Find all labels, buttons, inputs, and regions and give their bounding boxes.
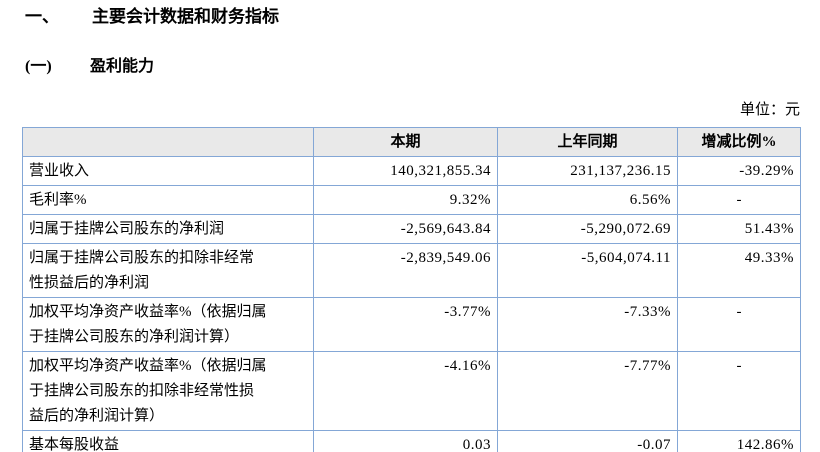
current-value: -3.77%	[313, 297, 498, 352]
change-value: -39.29%	[677, 156, 801, 186]
current-value: 9.32%	[313, 185, 498, 215]
row-label: 加权平均净资产收益率%（依据归属 于挂牌公司股东的扣除非经常性损 益后的净利润计…	[22, 351, 314, 431]
unit-label: 单位：元	[739, 102, 800, 118]
row-label: 毛利率%	[22, 185, 314, 215]
table-row-operating-revenue: 营业收入 140,321,855.34 231,137,236.15 -39.2…	[22, 156, 801, 186]
subsection-heading: (一) 盈利能力	[25, 56, 154, 78]
prior-value: -5,604,074.11	[497, 243, 678, 298]
table-header-row: 本期 上年同期 增减比例%	[22, 127, 801, 157]
row-label: 归属于挂牌公司股东的净利润	[22, 214, 314, 244]
row-label: 基本每股收益	[22, 430, 314, 452]
subsection-title: 盈利能力	[90, 58, 155, 75]
table-row-net-profit: 归属于挂牌公司股东的净利润 -2,569,643.84 -5,290,072.6…	[22, 214, 801, 244]
prior-value: -5,290,072.69	[497, 214, 678, 244]
header-prior-period: 上年同期	[497, 127, 678, 157]
prior-value: -7.77%	[497, 351, 678, 431]
prior-value: 6.56%	[497, 185, 678, 215]
prior-value: -0.07	[497, 430, 678, 452]
current-value: -2,569,643.84	[313, 214, 498, 244]
header-item	[22, 127, 314, 157]
subsection-number: (一)	[25, 58, 52, 75]
table-row-basic-eps: 基本每股收益 0.03 -0.07 142.86%	[22, 430, 801, 452]
prior-value: -7.33%	[497, 297, 678, 352]
current-value: 0.03	[313, 430, 498, 452]
row-label: 归属于挂牌公司股东的扣除非经常 性损益后的净利润	[22, 243, 314, 298]
table-row-net-profit-excl-nonrecurring: 归属于挂牌公司股东的扣除非经常 性损益后的净利润 -2,839,549.06 -…	[22, 243, 801, 298]
current-value: -2,839,549.06	[313, 243, 498, 298]
change-value: 51.43%	[677, 214, 801, 244]
financial-indicators-table: 本期 上年同期 增减比例% 营业收入 140,321,855.34 231,13…	[22, 127, 801, 452]
change-value: 142.86%	[677, 430, 801, 452]
change-value: -	[677, 297, 801, 352]
section-heading: 一、 主要会计数据和财务指标	[25, 6, 279, 28]
change-value: 49.33%	[677, 243, 801, 298]
current-value: -4.16%	[313, 351, 498, 431]
row-label: 加权平均净资产收益率%（依据归属 于挂牌公司股东的净利润计算）	[22, 297, 314, 352]
header-change-ratio: 增减比例%	[677, 127, 801, 157]
table-row-gross-margin: 毛利率% 9.32% 6.56% -	[22, 185, 801, 215]
table-row-weighted-avg-roe-excl-nonrecurring: 加权平均净资产收益率%（依据归属 于挂牌公司股东的扣除非经常性损 益后的净利润计…	[22, 351, 801, 431]
section-number: 一、	[25, 7, 59, 26]
prior-value: 231,137,236.15	[497, 156, 678, 186]
row-label: 营业收入	[22, 156, 314, 186]
header-current-period: 本期	[313, 127, 498, 157]
section-title: 主要会计数据和财务指标	[92, 7, 279, 26]
change-value: -	[677, 351, 801, 431]
table-row-weighted-avg-roe: 加权平均净资产收益率%（依据归属 于挂牌公司股东的净利润计算） -3.77% -…	[22, 297, 801, 352]
current-value: 140,321,855.34	[313, 156, 498, 186]
change-value: -	[677, 185, 801, 215]
